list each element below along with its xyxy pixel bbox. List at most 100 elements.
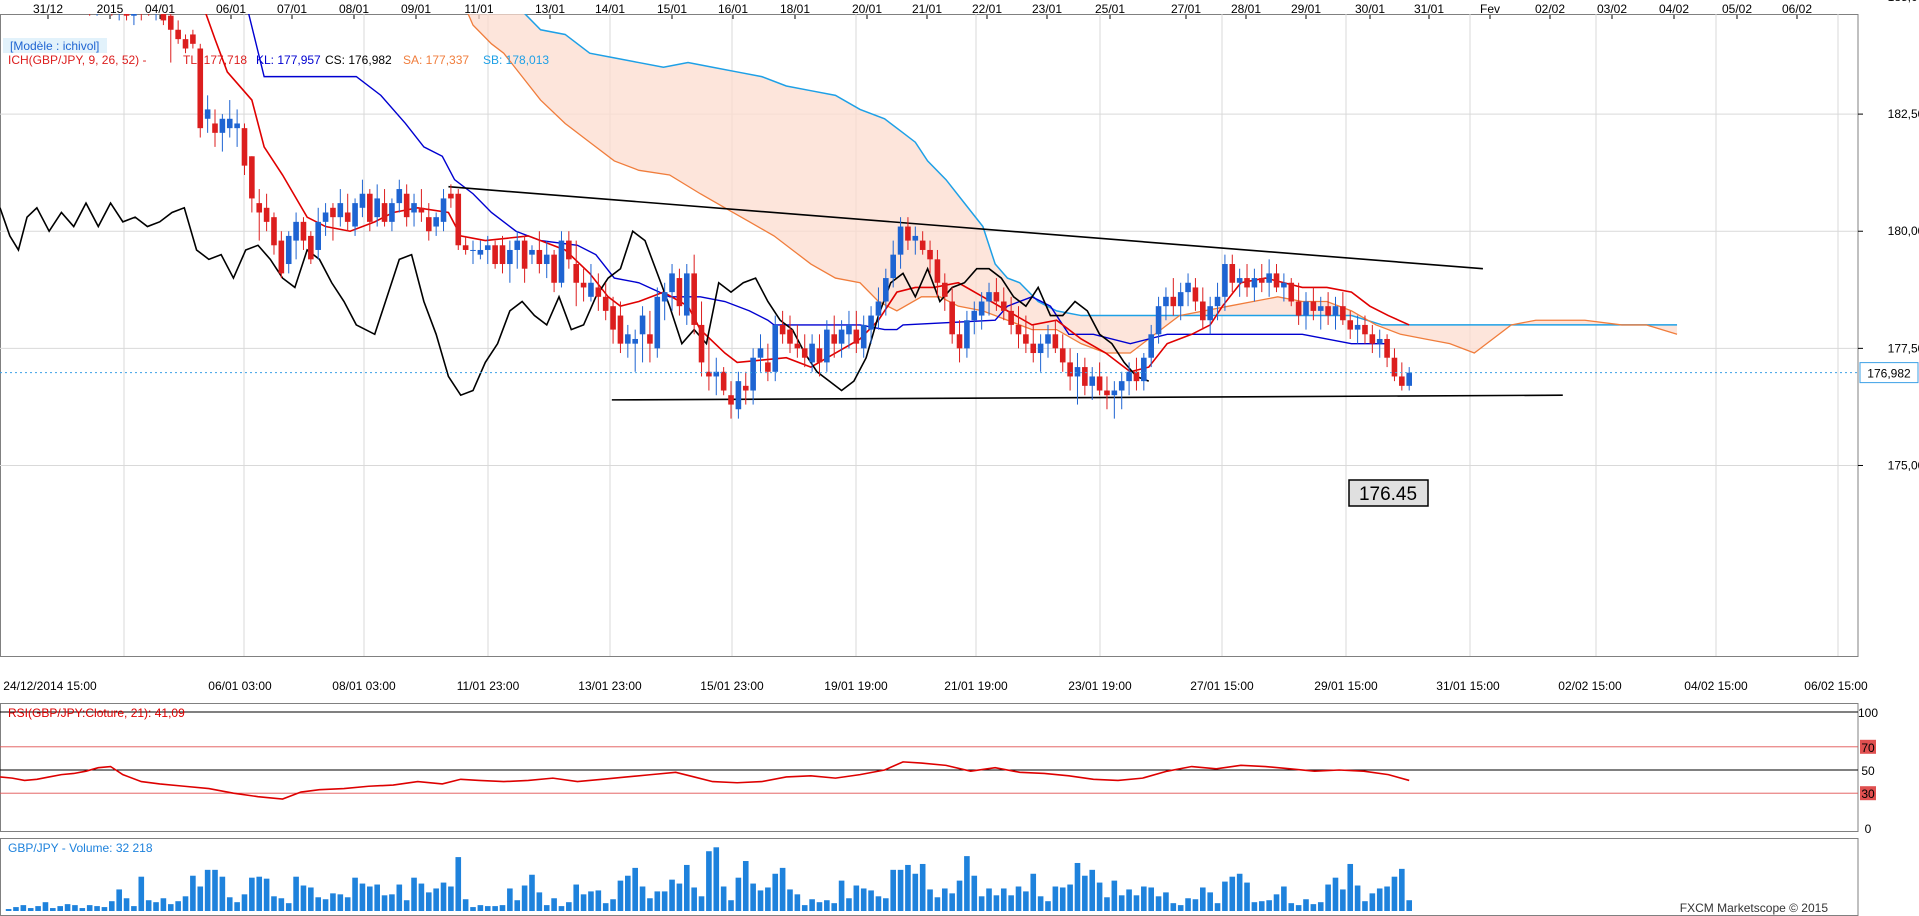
top-date-label: 11/01 <box>464 2 493 16</box>
candle <box>683 264 690 325</box>
rsi-level-box <box>1860 821 1876 835</box>
candle <box>639 306 646 363</box>
candle-body <box>411 203 417 213</box>
candle-body <box>160 14 167 21</box>
candle <box>573 240 580 307</box>
candle <box>765 343 771 382</box>
candle <box>1214 282 1221 321</box>
volume-bar <box>145 900 152 911</box>
candle <box>735 371 742 419</box>
volume-bar <box>1111 880 1118 911</box>
rsi-panel[interactable]: 100 70 50 30 0 RSI(GBP/JPY:Cloture, 21): 41,0… <box>0 705 1878 836</box>
candle <box>293 212 299 260</box>
candle <box>1384 334 1390 368</box>
candle-body <box>1281 282 1287 288</box>
candle <box>1096 362 1103 396</box>
bottom-time-label: 23/01 19:00 <box>1068 679 1132 693</box>
candle-body <box>1236 278 1243 283</box>
volume-bar <box>425 892 432 911</box>
candle <box>905 217 911 250</box>
top-date-label: 21/01 <box>912 2 942 16</box>
candle <box>860 315 867 358</box>
candle <box>367 189 373 232</box>
candle <box>890 240 896 288</box>
candle <box>617 301 624 354</box>
price-annotation[interactable]: 176.45 <box>1348 479 1429 507</box>
candle <box>263 193 270 232</box>
candle <box>1067 348 1073 391</box>
candle-body <box>801 348 808 358</box>
candle <box>1141 353 1147 391</box>
volume-bar <box>713 847 720 911</box>
candle <box>794 324 801 358</box>
candle <box>1281 273 1287 302</box>
candle-body <box>941 282 948 297</box>
candle-body <box>440 198 447 222</box>
volume-bar <box>1089 869 1096 911</box>
candle-body <box>1310 301 1317 311</box>
candle <box>1310 287 1317 321</box>
candle <box>1236 268 1243 297</box>
candle <box>1347 310 1354 339</box>
candle <box>1177 282 1184 321</box>
volume-bar <box>72 905 78 911</box>
candle <box>868 306 874 344</box>
price-tick-label: 182,50 <box>1888 107 1919 121</box>
volume-bar <box>123 898 130 911</box>
candle <box>846 310 852 349</box>
volume-bar <box>13 907 19 911</box>
bottom-time-axis: 24/12/2014 15:00 06/01 03:00 08/01 03:00 11… <box>3 679 1868 693</box>
bottom-time-label: 19/01 19:00 <box>824 679 888 693</box>
volume-bar <box>927 889 933 911</box>
volume-bar <box>706 851 712 911</box>
volume-bar <box>1251 902 1258 911</box>
candle <box>566 231 572 269</box>
candle-body <box>750 357 756 391</box>
volume-bar <box>374 884 380 911</box>
candle-body <box>647 334 653 344</box>
candle-body <box>1362 324 1368 335</box>
price-tick-label: 175,00 <box>1888 458 1919 472</box>
candle-body <box>912 235 919 241</box>
volume-bar <box>308 887 314 911</box>
candle-body <box>580 282 587 288</box>
volume-bar <box>941 888 948 911</box>
candle-body <box>315 221 322 250</box>
volume-bar <box>765 887 771 911</box>
candle <box>676 268 683 316</box>
volume-bar <box>639 886 646 911</box>
volume-bar <box>661 891 668 911</box>
candle-body <box>691 273 697 325</box>
candle <box>344 193 351 232</box>
candle-body <box>337 203 344 218</box>
volume-bar <box>389 894 395 911</box>
price-panel[interactable] <box>0 0 1858 419</box>
candle-body <box>1089 376 1096 386</box>
volume-panel[interactable]: GBP/JPY - Volume: 32 218 <box>5 841 1413 911</box>
candle-body <box>1023 334 1029 344</box>
volume-bar <box>617 880 624 911</box>
candle <box>381 189 388 227</box>
candle-body <box>1347 320 1354 330</box>
volume-bar <box>300 885 307 911</box>
volume-bar <box>1008 895 1014 911</box>
volume-bar <box>1059 887 1066 911</box>
bottom-time-label: 13/01 23:00 <box>578 679 642 693</box>
volume-bar <box>190 875 196 911</box>
volume-bar <box>1354 885 1361 911</box>
volume-bar <box>116 889 122 911</box>
candle <box>691 254 697 335</box>
candle-body <box>860 324 867 349</box>
volume-bar <box>462 899 469 911</box>
candle <box>1229 254 1236 293</box>
candle-body <box>1207 306 1213 321</box>
candle <box>403 184 410 227</box>
senkou_b-line <box>524 14 1678 326</box>
volume-bar <box>573 884 580 911</box>
candle-body <box>470 249 476 251</box>
volume-bar <box>625 875 631 911</box>
candle <box>588 264 594 302</box>
candle-body <box>1111 390 1118 396</box>
volume-bar <box>1148 887 1154 911</box>
